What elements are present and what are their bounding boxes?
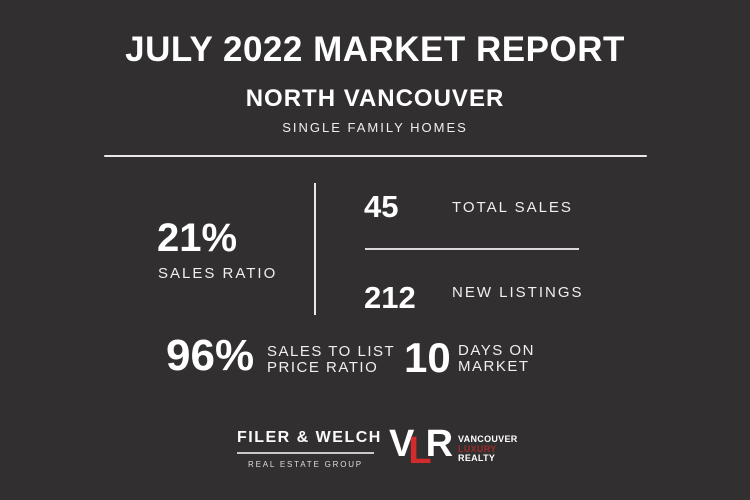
vlr-wordmark-line2: LUXURY (458, 443, 497, 454)
header-divider-line (104, 155, 647, 157)
days-on-market-label: DAYS ON MARKET (458, 343, 535, 374)
days-on-market-value: 10 (404, 334, 451, 381)
sales-to-list-ratio-value: 96% (166, 331, 255, 380)
stats-vertical-divider (314, 183, 316, 315)
total-sales-label: TOTAL SALES (452, 199, 573, 216)
new-listings-value: 212 (364, 280, 416, 315)
sales-to-list-label-line1: SALES TO LIST (267, 343, 396, 360)
days-on-market-label-line1: DAYS ON (458, 342, 535, 359)
sales-to-list-ratio-label: SALES TO LIST PRICE RATIO (267, 344, 395, 375)
days-on-market-label-line2: MARKET (458, 357, 530, 375)
new-listings-label: NEW LISTINGS (452, 284, 584, 301)
report-segment: SINGLE FAMILY HOMES (282, 120, 468, 135)
sales-ratio-value: 21% (157, 216, 238, 260)
vlr-letter-v: V (389, 423, 415, 465)
vlr-wordmark-line1: VANCOUVER (458, 434, 518, 444)
stats-horizontal-divider (365, 248, 579, 250)
vlr-wordmark: VANCOUVER LUXURY REALTY (458, 424, 518, 464)
vlr-logo: V L R VANCOUVER LUXURY REALTY (389, 423, 518, 472)
filer-welch-name: FILER & WELCH (237, 429, 382, 446)
sales-ratio-label: SALES RATIO (158, 265, 278, 282)
vlr-letter-l: L (408, 430, 432, 472)
report-title: JULY 2022 MARKET REPORT (125, 30, 625, 69)
filer-welch-logo: FILER & WELCH REAL ESTATE GROUP (237, 429, 382, 469)
filer-welch-tagline: REAL ESTATE GROUP (248, 460, 363, 469)
vlr-letter-r: R (425, 423, 454, 465)
filer-welch-divider-line (237, 452, 374, 454)
total-sales-value: 45 (364, 189, 399, 224)
sales-to-list-label-line2: PRICE RATIO (267, 358, 379, 376)
vlr-wordmark-line3: REALTY (458, 453, 496, 463)
report-region: NORTH VANCOUVER (245, 85, 505, 112)
